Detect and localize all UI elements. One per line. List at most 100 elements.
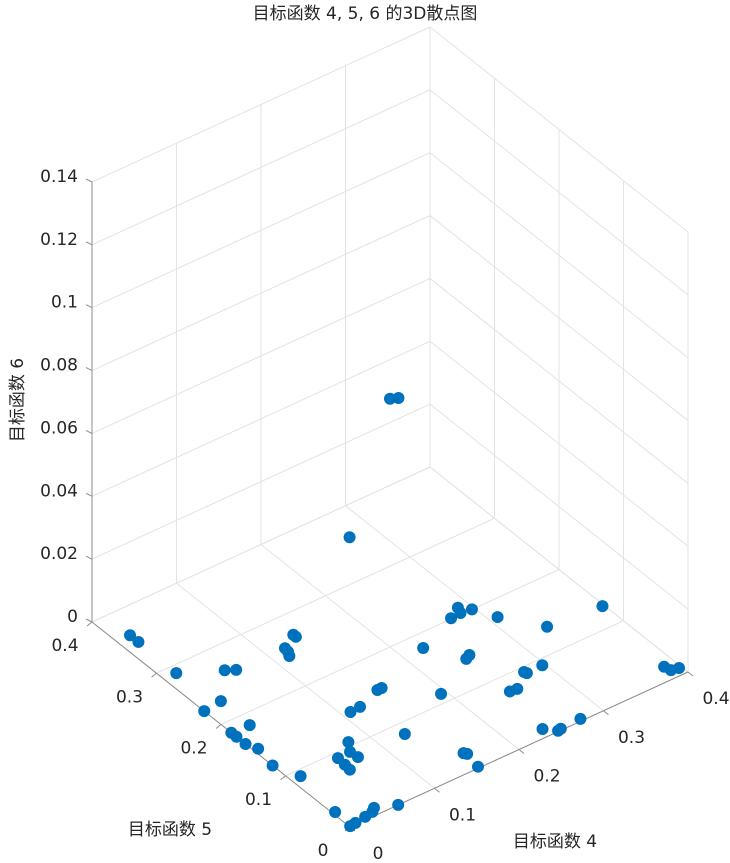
z-tick-label: 0 xyxy=(67,607,78,627)
y-tick xyxy=(86,621,93,627)
grid-line xyxy=(429,340,689,547)
z-tick xyxy=(85,555,93,560)
grid-line xyxy=(91,26,431,183)
grid-line xyxy=(91,340,431,497)
data-point xyxy=(503,685,516,698)
z-tick xyxy=(85,367,93,372)
z-tick xyxy=(85,618,93,623)
z-axis-label: 目标函数 6 xyxy=(8,358,28,442)
grid-line xyxy=(429,89,689,296)
data-point xyxy=(471,760,484,773)
data-point xyxy=(435,687,448,700)
grid-line xyxy=(91,403,431,560)
data-point xyxy=(541,620,554,633)
z-tick-label: 0.02 xyxy=(40,544,78,564)
z-tick xyxy=(85,304,93,309)
grid-line xyxy=(91,89,431,246)
grid-line xyxy=(429,466,689,673)
grid-line xyxy=(220,569,560,725)
grid-line xyxy=(156,517,495,674)
z-tick-label: 0.06 xyxy=(40,418,78,438)
grid-line xyxy=(285,620,624,777)
x-tick-label: 0 xyxy=(373,844,384,863)
data-point xyxy=(354,700,367,713)
grid-line xyxy=(91,466,431,623)
data-point xyxy=(673,662,686,675)
data-point xyxy=(398,727,411,740)
y-tick-label: 0 xyxy=(318,841,329,861)
data-point xyxy=(520,667,533,680)
data-point xyxy=(218,664,231,677)
z-tick-label: 0.1 xyxy=(51,293,78,313)
chart-title: 目标函数 4, 5, 6 的3D散点图 xyxy=(253,4,478,24)
data-point xyxy=(132,635,145,648)
x-tick-label: 0.2 xyxy=(533,767,560,787)
data-point xyxy=(329,806,342,818)
x-tick xyxy=(518,749,525,754)
data-point xyxy=(266,759,279,772)
x-tick xyxy=(603,710,609,716)
y-tick xyxy=(215,724,222,729)
data-point xyxy=(454,607,467,620)
grid-line xyxy=(91,215,431,372)
data-point xyxy=(170,667,183,680)
z-tick-label: 0.04 xyxy=(40,481,78,501)
data-point xyxy=(252,742,265,755)
grid-line xyxy=(429,403,689,610)
data-point xyxy=(536,723,549,736)
data-point xyxy=(375,682,388,695)
z-tick-label: 0.14 xyxy=(40,167,78,187)
data-point xyxy=(596,600,609,613)
data-point xyxy=(554,722,567,735)
data-point xyxy=(230,663,243,676)
data-point xyxy=(349,816,362,829)
grid-line xyxy=(91,152,431,309)
z-tick-label: 0.12 xyxy=(40,230,78,250)
z-tick xyxy=(85,241,93,246)
y-tick-label: 0.4 xyxy=(51,636,78,656)
data-point xyxy=(283,649,296,662)
y-tick-label: 0.2 xyxy=(180,739,207,759)
grid-line xyxy=(429,26,689,233)
x-tick-label: 0.3 xyxy=(618,728,645,748)
data-point xyxy=(214,695,227,708)
data-point xyxy=(460,652,473,665)
data-point xyxy=(343,531,356,544)
data-point xyxy=(344,705,357,718)
data-point xyxy=(230,730,243,743)
data-point xyxy=(343,763,356,776)
data-point xyxy=(294,770,307,783)
x-tick-label: 0.1 xyxy=(449,805,476,825)
z-tick xyxy=(85,429,93,434)
data-point xyxy=(465,603,478,616)
data-point xyxy=(491,611,504,624)
x-tick-label: 0.4 xyxy=(702,689,729,709)
data-point xyxy=(392,391,405,404)
grid-line xyxy=(429,152,689,359)
z-tick-label: 0.08 xyxy=(40,356,78,376)
data-point xyxy=(574,712,587,725)
y-tick xyxy=(280,775,286,781)
grid-line xyxy=(429,278,689,484)
z-tick xyxy=(85,492,93,497)
grid-line xyxy=(91,277,431,434)
x-axis-label: 目标函数 4 xyxy=(513,832,597,852)
data-point xyxy=(351,751,364,764)
y-tick-label: 0.3 xyxy=(116,687,143,707)
data-point xyxy=(461,747,474,760)
data-point xyxy=(198,705,211,718)
x-tick xyxy=(687,671,694,677)
data-point xyxy=(243,719,256,732)
data-point xyxy=(417,641,430,654)
data-point xyxy=(239,737,252,750)
data-point xyxy=(289,630,302,643)
data-point xyxy=(342,736,355,749)
data-point xyxy=(536,659,549,672)
data-point xyxy=(445,612,458,625)
x-tick xyxy=(434,787,440,793)
y-tick xyxy=(151,672,157,678)
data-point xyxy=(124,629,137,642)
y-axis-label: 目标函数 5 xyxy=(128,820,212,840)
data-point xyxy=(392,798,405,811)
